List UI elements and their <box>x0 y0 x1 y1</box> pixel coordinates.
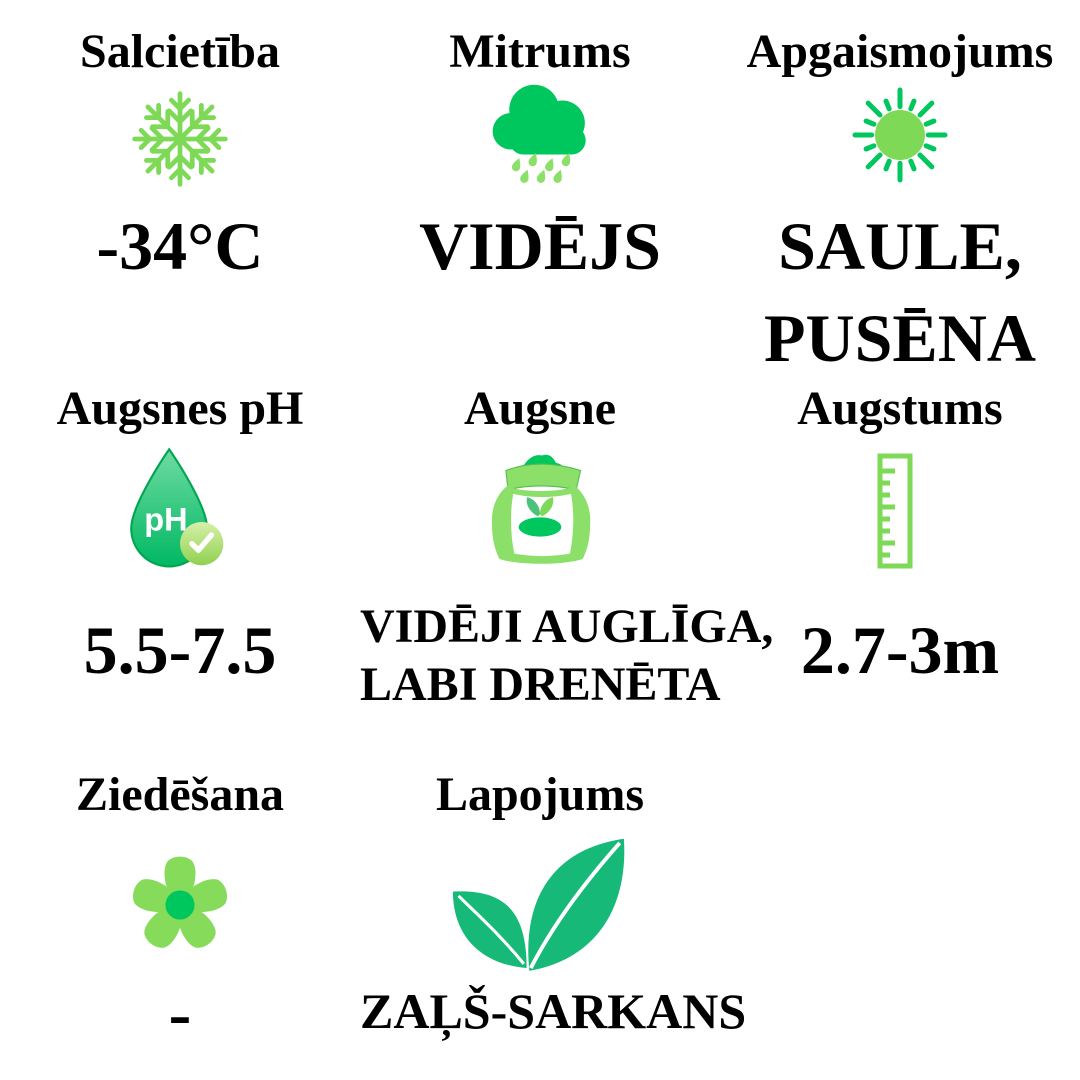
svg-text:pH: pH <box>144 502 187 538</box>
